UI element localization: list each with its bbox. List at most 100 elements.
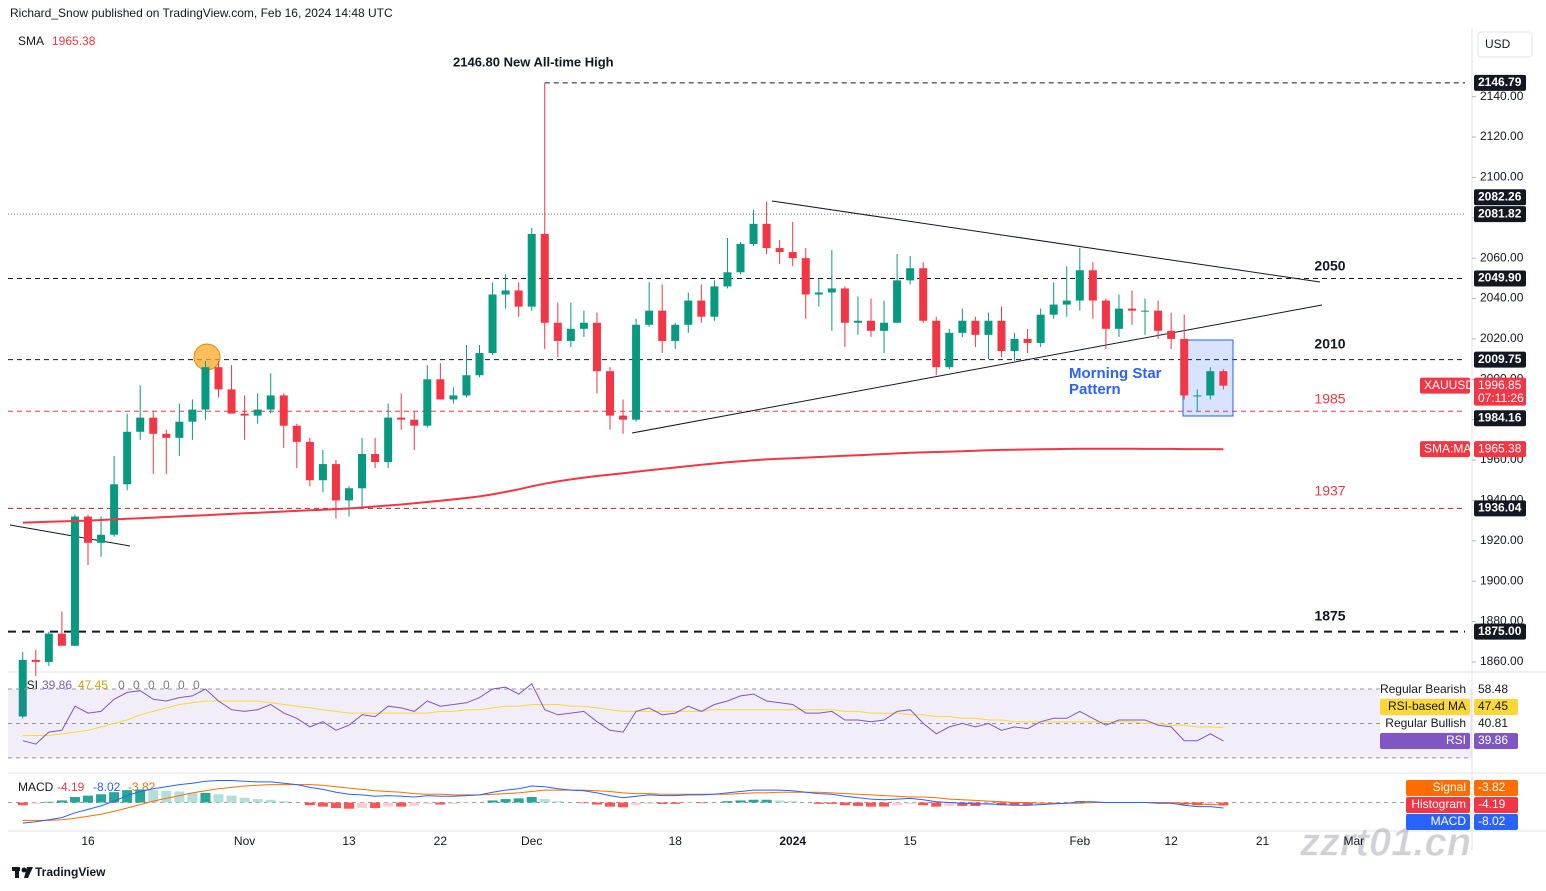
histogram-bar bbox=[931, 802, 942, 807]
candle-body bbox=[762, 223, 771, 249]
candle-body bbox=[84, 516, 92, 543]
candle-body bbox=[1101, 300, 1110, 329]
candle-body bbox=[736, 244, 745, 273]
histogram-bar bbox=[774, 800, 785, 803]
rsi-legend-name-bg bbox=[1380, 699, 1470, 715]
x-tick-label: 2024 bbox=[779, 834, 806, 848]
rsi-param: 0 bbox=[193, 678, 200, 692]
candle-body bbox=[919, 268, 928, 321]
histogram-bar bbox=[448, 802, 459, 804]
candle-body bbox=[240, 413, 249, 416]
price-tag: 2049.90 bbox=[1478, 271, 1522, 285]
histogram-bar bbox=[109, 792, 120, 803]
histogram-bar bbox=[683, 802, 694, 804]
candle-body bbox=[162, 433, 171, 438]
histogram-bar bbox=[330, 802, 341, 808]
y-tick-label: 2020.00 bbox=[1480, 331, 1524, 345]
candle-body bbox=[149, 417, 158, 434]
candle-body bbox=[1010, 338, 1019, 352]
histogram-bar bbox=[866, 802, 876, 807]
y-tick-label: 2140.00 bbox=[1480, 89, 1524, 103]
histogram-bar bbox=[735, 800, 746, 803]
histogram-bar bbox=[187, 792, 198, 803]
histogram-bar bbox=[657, 802, 668, 804]
rsi-param: 0 bbox=[133, 678, 140, 692]
macd-legend-name-bg bbox=[1406, 780, 1470, 796]
macd-legend-value-bg bbox=[1474, 814, 1518, 830]
histogram-bar bbox=[618, 802, 629, 808]
y-tick-label: 1920.00 bbox=[1480, 533, 1524, 547]
histogram-bar bbox=[787, 801, 798, 803]
histogram-bar bbox=[761, 799, 772, 803]
candle-body bbox=[840, 288, 849, 323]
logo-icon bbox=[12, 867, 33, 878]
price-tag: 1875.00 bbox=[1478, 624, 1522, 638]
candle-body bbox=[292, 425, 301, 442]
candle-body bbox=[501, 290, 510, 295]
histogram-bar bbox=[422, 802, 433, 804]
macd-name: MACD bbox=[18, 780, 54, 794]
histogram-bar bbox=[200, 792, 211, 803]
histogram-bar bbox=[905, 802, 916, 804]
candle-body bbox=[958, 320, 967, 333]
currency[interactable]: USD bbox=[1485, 37, 1511, 51]
candle-body bbox=[449, 395, 458, 400]
rsi-legend-name: RSI bbox=[1446, 733, 1466, 747]
candle-body bbox=[110, 484, 119, 535]
histogram-bar bbox=[43, 801, 54, 803]
candle-body bbox=[775, 248, 784, 253]
rsi-legend-value: 47.45 bbox=[1478, 699, 1508, 713]
histogram-bar bbox=[56, 800, 67, 803]
rsi-legend-name-bg bbox=[1380, 682, 1470, 698]
candle-body bbox=[358, 453, 367, 489]
candle-body bbox=[1088, 270, 1097, 301]
x-tick-label: 16 bbox=[81, 834, 95, 848]
price-tag: 2009.75 bbox=[1478, 352, 1522, 366]
macd-legend-name: Signal bbox=[1433, 780, 1466, 794]
price-tag-bg bbox=[1474, 410, 1526, 427]
histogram-bar bbox=[96, 794, 107, 803]
candle-body bbox=[70, 516, 79, 646]
histogram-bar bbox=[605, 802, 615, 807]
candle-body bbox=[1023, 338, 1032, 343]
price-tag: 2146.79 bbox=[1478, 75, 1522, 89]
candle-body bbox=[462, 375, 471, 396]
price-tag: 1984.16 bbox=[1478, 410, 1522, 424]
currency-box[interactable] bbox=[1477, 31, 1533, 58]
candle-body bbox=[1062, 300, 1071, 305]
annotation: 1937 bbox=[1314, 483, 1345, 499]
rsi-line bbox=[22, 683, 1224, 745]
histogram-bar bbox=[644, 802, 655, 804]
histogram-bar bbox=[1022, 802, 1033, 806]
candle-body bbox=[971, 320, 980, 335]
candle-body bbox=[514, 290, 523, 307]
candle-body bbox=[671, 324, 680, 341]
logo-text: TradingView bbox=[35, 865, 106, 879]
sma-line bbox=[22, 447, 1224, 524]
x-tick-label: 12 bbox=[1164, 834, 1178, 848]
x-tick-label: 18 bbox=[669, 834, 683, 848]
candle-body bbox=[253, 409, 262, 416]
rsi-legend-name: RSI-based MA bbox=[1388, 699, 1466, 713]
symbol-tag-bg bbox=[1420, 377, 1470, 394]
price-tag-bg bbox=[1474, 206, 1526, 223]
histogram-bar bbox=[852, 802, 863, 806]
sma-tag-bg bbox=[1420, 441, 1470, 458]
indicator-value: 1965.38 bbox=[52, 34, 96, 48]
histogram-bar bbox=[918, 802, 929, 806]
candle-body bbox=[592, 322, 601, 372]
candle-body bbox=[384, 417, 393, 463]
histogram-bar bbox=[265, 799, 276, 803]
histogram-bar bbox=[839, 802, 850, 806]
price-tag-bg bbox=[1474, 351, 1526, 368]
histogram-bar bbox=[344, 802, 354, 809]
histogram-bar bbox=[83, 795, 93, 803]
highlight-circle bbox=[193, 343, 221, 371]
candle-body bbox=[579, 322, 588, 329]
candle-body bbox=[788, 252, 797, 259]
countdown: 07:11:26 bbox=[1478, 391, 1524, 405]
x-tick-label: Nov bbox=[234, 834, 255, 848]
macd-legend-name: Histogram bbox=[1411, 797, 1466, 811]
